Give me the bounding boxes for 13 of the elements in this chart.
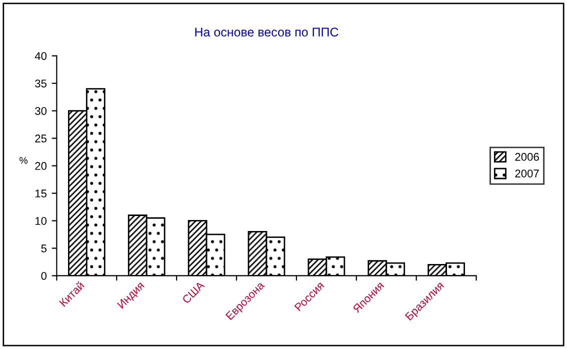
y-tick-label: 20 (35, 162, 47, 170)
y-tick-label: 15 (35, 190, 47, 198)
y-tick-label: 5 (41, 244, 47, 252)
y-tick-label: 0 (41, 272, 47, 280)
chart-title: На основе весов по ППС (195, 28, 338, 37)
y-axis-title: % (20, 157, 28, 164)
y-tick-label: 10 (35, 217, 47, 225)
legend-label: 2007 (515, 170, 539, 178)
y-tick-label: 35 (35, 80, 47, 88)
legend-label: 2006 (515, 152, 539, 161)
y-tick-label: 30 (35, 107, 47, 115)
y-tick-label: 40 (34, 52, 47, 60)
y-tick-label: 25 (35, 134, 47, 142)
